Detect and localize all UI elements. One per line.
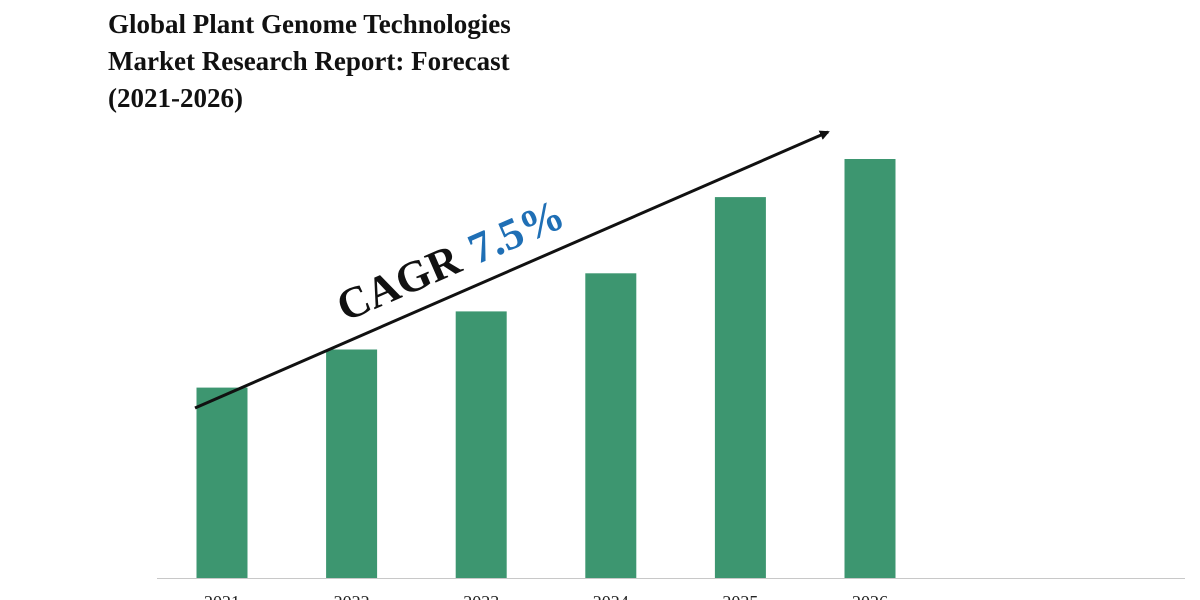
bar-2026 bbox=[844, 159, 896, 578]
bars-group bbox=[196, 159, 896, 578]
bar-2023 bbox=[455, 311, 507, 578]
cagr-value: 7.5% bbox=[461, 190, 571, 274]
chart-title-line-1: Global Plant Genome Technologies bbox=[108, 9, 511, 39]
chart-title-line-2: Market Research Report: Forecast bbox=[108, 46, 510, 76]
x-tick-2022: 2022 bbox=[334, 592, 370, 600]
x-tick-2023: 2023 bbox=[463, 592, 499, 600]
x-axis-ticks: 2021 2022 2023 2024 2025 2026 bbox=[204, 592, 888, 600]
bar-2022 bbox=[326, 349, 378, 578]
x-tick-2025: 2025 bbox=[722, 592, 758, 600]
x-tick-2026: 2026 bbox=[852, 592, 888, 600]
cagr-label: CAGR bbox=[329, 234, 468, 331]
bar-2025 bbox=[714, 197, 766, 578]
bar-2021 bbox=[196, 387, 248, 578]
trend-arrow bbox=[194, 130, 830, 410]
x-tick-2024: 2024 bbox=[593, 592, 629, 600]
x-tick-2021: 2021 bbox=[204, 592, 240, 600]
bar-2024 bbox=[585, 273, 637, 578]
chart-title: Global Plant Genome Technologies Market … bbox=[108, 6, 668, 117]
chart-title-line-3: (2021-2026) bbox=[108, 83, 243, 113]
